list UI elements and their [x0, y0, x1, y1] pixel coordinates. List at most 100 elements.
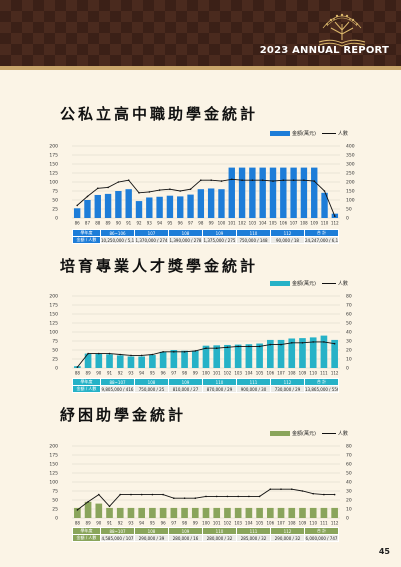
bar: [74, 507, 81, 518]
x-tick-label: 90: [116, 221, 122, 226]
bar: [135, 201, 143, 218]
x-tick-label: 106: [279, 221, 287, 226]
left-tick-label: 100: [49, 480, 58, 486]
x-tick-label: 88: [75, 521, 81, 526]
line-point: [215, 347, 218, 349]
bar: [245, 507, 253, 518]
x-tick-label: 97: [171, 521, 177, 526]
bar: [213, 507, 221, 518]
right-tick-label: 0: [346, 366, 349, 372]
x-tick-label: 91: [126, 221, 132, 226]
chart-3-title: 紓困助學金統計: [60, 406, 187, 424]
line-point: [248, 495, 250, 498]
line-point: [269, 488, 272, 490]
x-tick-label: 110: [321, 221, 329, 226]
bar: [84, 200, 91, 218]
bar: [290, 167, 297, 218]
bar: [321, 192, 328, 218]
summary-value-cell: 9,805,000 / 416: [100, 385, 135, 393]
summary-value-row: 金額 / 人數 9,805,000 / 416 750,000 / 25 810,00…: [72, 385, 339, 393]
summary-value-cell: 730,000 / 29: [270, 385, 305, 393]
line-point: [107, 186, 109, 189]
bar: [266, 339, 274, 368]
summary-value-cell: 290,000 / 32: [270, 534, 305, 542]
line-point: [210, 179, 212, 181]
line-point: [323, 190, 326, 192]
legend-swatch: [270, 431, 290, 436]
bar: [177, 196, 184, 218]
line-point: [138, 192, 140, 194]
bar: [309, 507, 317, 518]
bar: [311, 167, 318, 218]
x-tick-label: 112: [331, 371, 339, 376]
bar: [170, 507, 178, 518]
summary-value-cell: 285,000 / 32: [236, 534, 271, 542]
summary-value-cell: 10,250,000 / 5,100: [100, 236, 135, 244]
x-tick-label: 111: [320, 371, 328, 376]
line-point: [76, 509, 79, 511]
bar: [288, 338, 296, 368]
bar: [191, 350, 199, 368]
bar: [125, 189, 132, 218]
x-tick-label: 86: [75, 221, 81, 226]
summary-value-cell: 750,000 / 148: [236, 236, 271, 244]
summary-header-cell: 108: [134, 527, 169, 535]
legend-label: 人數: [337, 131, 348, 137]
chart-1-legend: 金額(萬元) 人數: [270, 130, 348, 137]
bar: [269, 167, 277, 218]
summary-value-cell: 1,375,000 / 275: [202, 236, 237, 244]
summary-value-cell: 4,585,000 / 107: [100, 534, 135, 542]
line-point: [183, 497, 186, 499]
bar: [127, 507, 135, 518]
bar: [299, 507, 306, 518]
line-point: [127, 179, 130, 181]
bar: [218, 189, 225, 218]
x-tick-label: 109: [299, 521, 307, 526]
left-tick-label: 125: [49, 171, 58, 177]
bar: [197, 189, 205, 218]
left-tick-label: 50: [52, 498, 58, 504]
x-tick-label: 97: [171, 371, 177, 376]
line-point: [280, 343, 282, 346]
summary-header-cell: 108: [134, 378, 169, 386]
x-tick-label: 93: [128, 521, 134, 526]
left-tick-label: 200: [49, 144, 58, 150]
report-title: 2023 ANNUAL REPORT: [259, 45, 389, 56]
summary-header-cell: 110: [236, 229, 271, 237]
line-point: [87, 501, 89, 503]
x-tick-label: 98: [182, 371, 188, 376]
right-tick-label: 50: [346, 207, 352, 213]
summary-value-cell: 金額 / 人數: [72, 236, 101, 244]
bar: [224, 507, 231, 518]
line-point: [226, 346, 229, 349]
bar: [146, 197, 153, 218]
legend-line: [321, 282, 336, 285]
x-tick-label: 87: [85, 221, 91, 226]
x-tick-label: 92: [118, 371, 124, 376]
bar: [106, 507, 113, 518]
x-tick-label: 103: [249, 221, 257, 226]
bar: [106, 354, 113, 368]
bar: [280, 167, 287, 218]
line-point: [173, 351, 175, 353]
right-tick-label: 20: [346, 348, 352, 354]
x-tick-label: 108: [300, 221, 308, 226]
x-tick-label: 96: [178, 221, 184, 226]
x-tick-label: 111: [320, 521, 328, 526]
right-tick-label: 350: [346, 153, 355, 159]
x-tick-label: 100: [202, 371, 210, 376]
x-tick-label: 97: [188, 221, 194, 226]
line-point: [323, 341, 325, 343]
line-point: [151, 493, 154, 496]
line-point: [97, 187, 99, 190]
line-point: [108, 352, 111, 355]
left-tick-label: 125: [49, 471, 58, 477]
summary-value-cell: 24,247,000 / 6,103: [304, 236, 339, 244]
line-point: [261, 179, 264, 181]
left-tick-label: 150: [49, 462, 58, 468]
header-banner: 2023 ANNUAL REPORT: [0, 0, 401, 66]
x-tick-label: 103: [234, 371, 242, 376]
line-point: [334, 215, 336, 217]
line-point: [76, 204, 78, 207]
summary-header-cell: 學年度: [72, 378, 101, 386]
